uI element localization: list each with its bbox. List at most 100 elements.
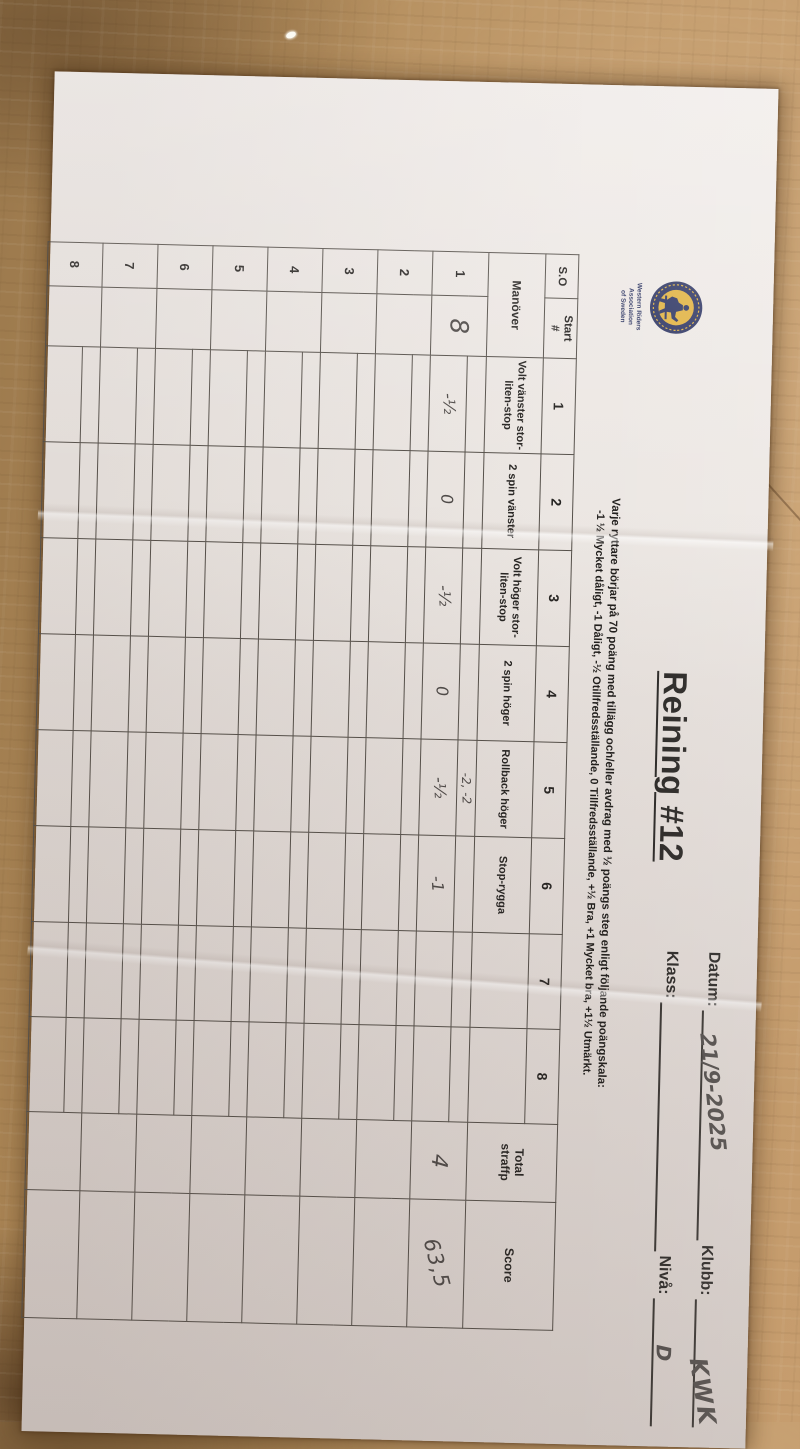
penalty-box-m7 [286,927,307,1024]
score-box-m7 [194,925,234,1022]
maneuver-8-header: 8 [524,1028,560,1125]
penalty-box-m2 [462,451,485,549]
maneuver-score-handwritten: -1 [427,874,448,892]
start-number-header: Start # [543,297,578,359]
penalty-box-m8 [393,1025,415,1121]
datum-line: 21/9-2025 [695,1010,746,1242]
so-number-cell: 2 [376,249,433,296]
penalty-box-m8 [173,1020,195,1116]
penalty-box-m8 [338,1024,360,1120]
score-box-m3 [258,543,298,640]
penalty-box-m3 [295,543,316,641]
so-header: S.O [544,253,579,299]
penalty-box-m5 [125,731,147,829]
so-number-cell: 7 [101,243,159,289]
score-box-m7 [139,924,179,1021]
maneuver-score-handwritten: -½ [434,584,455,607]
score-box-m2 [315,448,356,546]
penalty-box-m6 [453,835,475,933]
score-header: Score [462,1200,556,1331]
score-box-m1 [98,347,138,444]
final-score-cell [131,1192,190,1322]
total-penalty-handwritten: 4 [426,1152,453,1169]
score-box-m2: 0 [425,451,466,548]
penalty-box-m7 [231,926,252,1022]
score-box-m5 [198,733,239,831]
penalty-box-m6 [123,827,144,925]
score-box-m1 [43,345,83,443]
score-box-m1 [318,352,358,450]
maneuver-score-handwritten: -½ [439,392,460,415]
score-box-m2 [150,444,191,542]
score-box-m2 [95,443,136,540]
score-box-m5 [143,732,184,830]
score-box-m8 [356,1024,397,1121]
manover-label-cell: Manöver [486,252,546,358]
maneuver-5-header: 5 [531,741,567,839]
penalty-box-m8 [448,1026,470,1123]
score-box-m8 [81,1017,122,1114]
score-box-m6 [196,829,236,927]
maneuver-6-header: 6 [529,837,565,935]
penalty-box-m5 [345,737,367,834]
score-box-m4 [201,637,241,735]
score-box-m1: -½ [428,355,468,452]
score-box-m4: 0 [421,643,461,740]
start-number-cell [320,292,377,354]
score-box-m4 [36,633,76,731]
penalty-box-m7 [121,923,142,1020]
header-fields: Datum: 21/9-2025 Klubb: KWK Klass: Nivå:… [649,950,746,1432]
maneuver-2-header: 2 [538,453,575,551]
total-penalty-header: Total straffp [465,1122,558,1203]
penalty-box-m4 [128,635,149,733]
total-penalty-cell [189,1115,247,1195]
klass-line [654,1002,705,1253]
score-box-m2 [370,449,411,547]
maneuver-2-description: 2 spin vänster [481,452,542,550]
score-box-m7 [304,928,344,1025]
penalty-box-m6 [68,826,89,923]
penalty-handwritten: -2, -2 [458,772,474,805]
niva-value-handwritten: D [651,1344,676,1362]
maneuver-score-handwritten: 0 [437,493,457,506]
score-box-m7 [359,929,399,1026]
score-box-m7 [84,922,124,1019]
so-number-cell: 6 [156,244,214,290]
maneuver-score-handwritten: 0 [432,685,452,698]
penalty-box-m1 [190,349,211,446]
reining-scoresheet-paper: Western Riders Association of Sweden Rei… [21,71,779,1449]
penalty-box-m1 [245,350,266,448]
final-score-cell [186,1193,245,1323]
klass-label: Klass: [662,950,681,999]
maneuver-score-handwritten: -½ [429,776,450,799]
score-box-m6 [251,830,291,928]
penalty-box-m8 [63,1017,85,1113]
penalty-box-m4 [458,643,480,741]
score-box-m6 [31,825,71,923]
wras-logo: Western Riders Association of Sweden [617,271,704,343]
penalty-box-m3 [350,545,371,642]
penalty-box-m5 [180,733,202,830]
total-penalty-cell [134,1114,192,1194]
score-box-m5 [308,736,349,834]
score-box-m4 [366,641,406,739]
penalty-box-m4 [348,641,369,738]
penalty-box-m2 [352,449,374,546]
penalty-box-m2 [297,447,319,545]
start-number-cell [375,293,432,356]
final-score-cell [241,1194,300,1325]
start-number-cell [155,288,212,350]
score-box-m7 [249,926,289,1023]
penalty-box-m7 [176,925,197,1021]
penalty-box-m1 [300,351,321,449]
penalty-box-m4 [183,637,204,734]
score-box-m5 [363,737,404,835]
total-penalty-cell [24,1111,82,1191]
total-penalty-cell [299,1118,357,1198]
score-box-m1 [153,348,193,446]
score-box-m5: -½ [418,739,459,836]
score-box-m3 [93,539,133,636]
maneuver-1-header: 1 [541,357,577,455]
penalty-box-m6 [233,830,254,927]
score-box-m2 [205,445,246,543]
